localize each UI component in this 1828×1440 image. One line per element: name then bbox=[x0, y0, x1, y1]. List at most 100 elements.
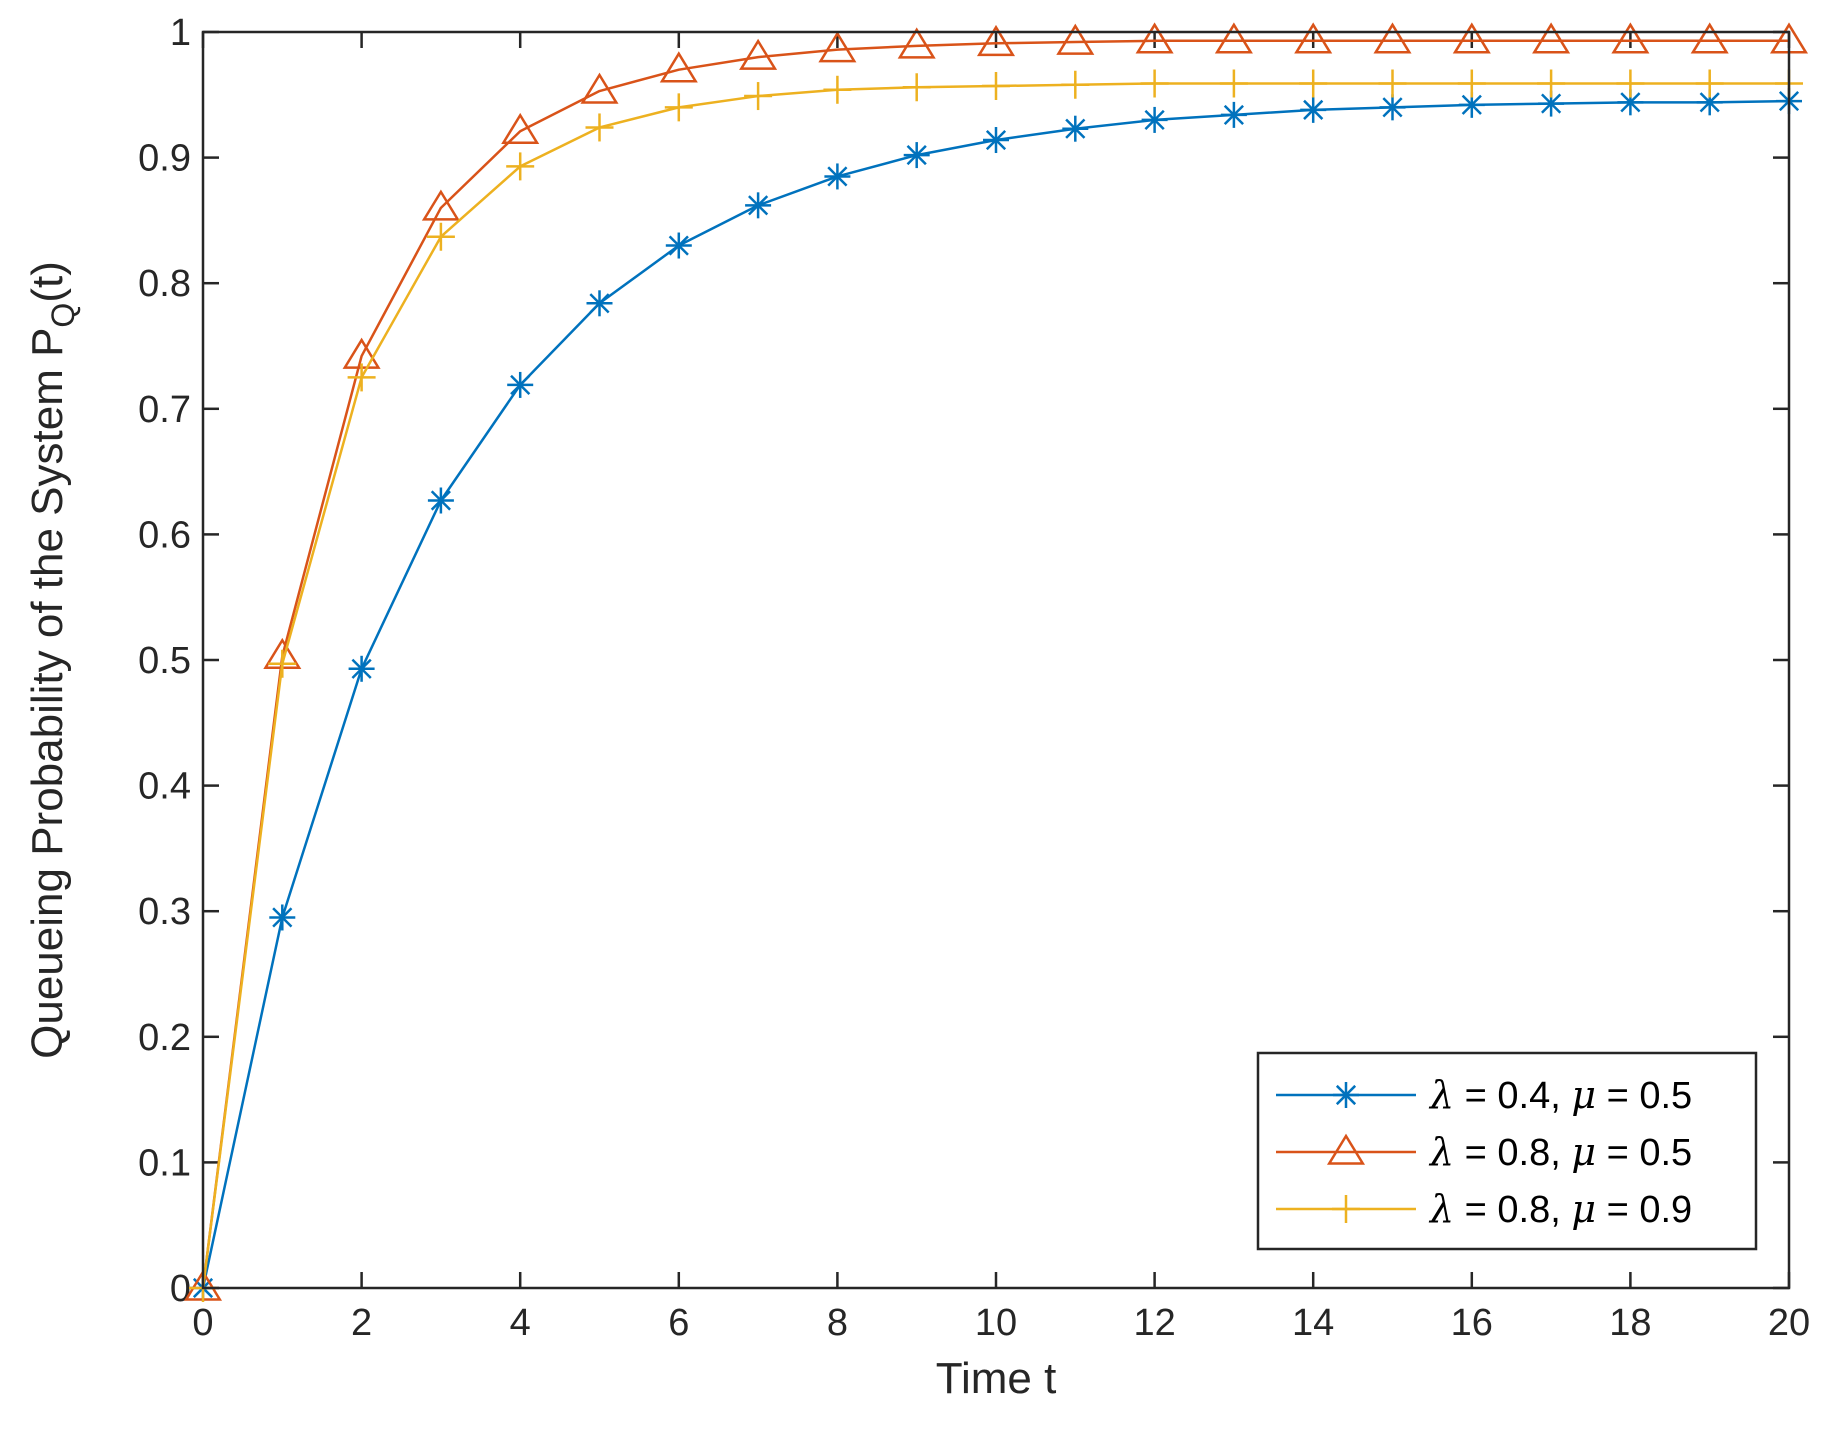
data-point bbox=[1300, 96, 1327, 123]
data-point bbox=[427, 487, 454, 514]
marker-stroke bbox=[510, 374, 531, 396]
marker-shape bbox=[1135, 22, 1174, 54]
marker-stroke bbox=[1065, 118, 1086, 139]
data-point bbox=[1140, 69, 1169, 98]
data-point bbox=[1378, 69, 1407, 98]
marker-shape bbox=[1056, 23, 1095, 55]
marker-stroke bbox=[272, 907, 293, 928]
x-tick-label: 4 bbox=[510, 1302, 531, 1344]
data-point bbox=[1294, 22, 1333, 54]
data-point bbox=[1061, 70, 1090, 99]
y-axis-label-suffix: (t) bbox=[23, 261, 72, 303]
data-point bbox=[902, 73, 931, 102]
data-point bbox=[426, 222, 455, 251]
y-tick-label: 0.6 bbox=[138, 514, 191, 556]
data-point bbox=[823, 75, 852, 104]
data-point bbox=[664, 93, 693, 122]
data-point bbox=[1299, 69, 1328, 98]
data-point bbox=[976, 24, 1016, 57]
marker-shape bbox=[580, 72, 619, 104]
marker-shape bbox=[1532, 22, 1571, 54]
data-point bbox=[586, 290, 613, 317]
legend-label: λ = 0.4, μ = 0.5 bbox=[1428, 1073, 1692, 1117]
y-tick-label: 0.3 bbox=[138, 891, 191, 933]
data-point bbox=[659, 51, 698, 83]
marker-shape bbox=[1452, 22, 1491, 54]
data-point bbox=[1452, 22, 1491, 54]
y-axis-label: Queueing Probability of the System PQ(t) bbox=[23, 261, 81, 1059]
data-point bbox=[1056, 23, 1095, 55]
data-point bbox=[1457, 69, 1486, 98]
y-axis-label-main: Queueing Probability of the System P bbox=[23, 328, 72, 1059]
legend-label: λ = 0.8, μ = 0.5 bbox=[1428, 1130, 1692, 1174]
marker-shape bbox=[897, 27, 936, 59]
y-tick-label: 0.5 bbox=[138, 640, 191, 682]
legend-item: λ = 0.8, μ = 0.5 bbox=[1276, 1130, 1692, 1174]
x-axis-label: Time t bbox=[936, 1354, 1057, 1403]
series-3 bbox=[189, 69, 1803, 1302]
legend: λ = 0.4, μ = 0.5 λ = 0.8, μ = 0.5 λ = 0.8,… bbox=[1256, 1051, 1758, 1251]
series-1 bbox=[190, 88, 1802, 1301]
data-point bbox=[1219, 69, 1248, 98]
data-point bbox=[1373, 22, 1412, 54]
marker-stroke bbox=[906, 145, 927, 166]
data-point bbox=[1538, 90, 1565, 117]
data-point bbox=[1695, 69, 1724, 98]
data-point bbox=[585, 113, 614, 142]
data-point bbox=[744, 82, 773, 111]
data-point bbox=[348, 655, 375, 682]
marker-stroke bbox=[1223, 104, 1244, 125]
legend-label: λ = 0.8, μ = 0.9 bbox=[1428, 1187, 1692, 1231]
data-point bbox=[1696, 89, 1723, 116]
legend-marker bbox=[1326, 1133, 1366, 1165]
y-tick-label: 1 bbox=[170, 12, 191, 54]
x-tick-label: 10 bbox=[975, 1302, 1017, 1344]
data-point bbox=[1214, 22, 1253, 54]
marker-shape bbox=[739, 38, 778, 70]
x-tick-label: 14 bbox=[1292, 1302, 1334, 1344]
data-point bbox=[580, 72, 619, 104]
y-tick-label: 0.2 bbox=[138, 1017, 191, 1059]
marker-stroke bbox=[748, 195, 769, 216]
marker-stroke bbox=[1461, 94, 1482, 115]
data-point bbox=[421, 189, 460, 221]
marker-shape bbox=[818, 31, 857, 63]
marker-stroke bbox=[1335, 1084, 1357, 1106]
x-tick-label: 8 bbox=[827, 1302, 848, 1344]
y-tick-label: 0.8 bbox=[138, 263, 191, 305]
marker-stroke bbox=[351, 658, 372, 679]
x-tick-label: 12 bbox=[1133, 1302, 1175, 1344]
data-point bbox=[1537, 69, 1566, 98]
marker-stroke bbox=[668, 235, 689, 256]
x-tick-label: 16 bbox=[1451, 1302, 1493, 1344]
marker-shape bbox=[1294, 22, 1333, 54]
data-point bbox=[1611, 22, 1650, 54]
data-point bbox=[1141, 106, 1168, 133]
data-point bbox=[903, 142, 930, 169]
marker-stroke bbox=[1382, 97, 1403, 118]
data-point bbox=[1532, 22, 1571, 54]
marker-stroke bbox=[1541, 93, 1562, 114]
data-point bbox=[507, 371, 534, 398]
legend-marker bbox=[1333, 1082, 1359, 1108]
legend-marker bbox=[1332, 1195, 1360, 1223]
data-point bbox=[1379, 94, 1406, 121]
x-tick-label: 6 bbox=[668, 1302, 689, 1344]
legend-item: λ = 0.4, μ = 0.5 bbox=[1276, 1073, 1692, 1117]
y-axis-label-subscript: Q bbox=[45, 303, 81, 328]
data-point bbox=[1135, 22, 1174, 54]
data-point bbox=[739, 38, 778, 70]
marker-stroke bbox=[1699, 92, 1720, 113]
y-tick-label: 0.1 bbox=[138, 1142, 191, 1184]
y-tick-label: 0 bbox=[170, 1268, 191, 1310]
marker-shape bbox=[1214, 22, 1253, 54]
x-tick-label: 20 bbox=[1768, 1302, 1810, 1344]
data-point bbox=[745, 192, 772, 219]
marker-stroke bbox=[985, 129, 1007, 151]
marker-stroke bbox=[1303, 99, 1324, 120]
marker-shape bbox=[1690, 22, 1729, 54]
axis-ticks bbox=[201, 30, 1791, 1290]
marker-shape bbox=[976, 24, 1016, 57]
series-line bbox=[201, 39, 1789, 1289]
data-point bbox=[665, 232, 692, 259]
